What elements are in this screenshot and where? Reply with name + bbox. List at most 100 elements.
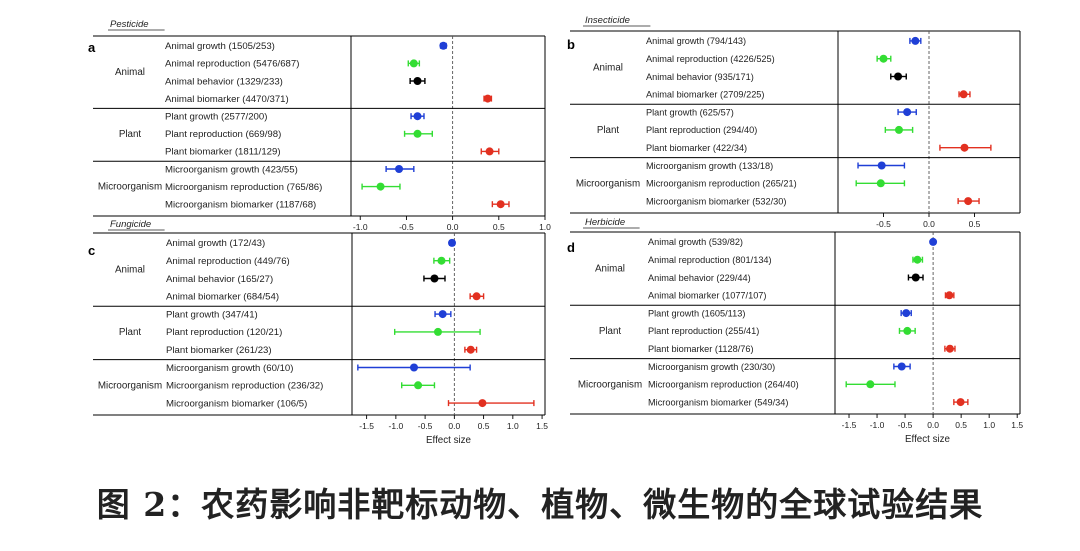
effect-point bbox=[911, 273, 920, 282]
panel-c: Fungicide c Animal growth (172/43) Animal r… bbox=[88, 219, 548, 446]
effect-point bbox=[485, 147, 494, 156]
row-label: Plant biomarker (261/23) bbox=[166, 345, 272, 356]
effect-point bbox=[395, 165, 404, 173]
row-label: Microorganism reproduction (765/86) bbox=[165, 182, 322, 193]
effect-point bbox=[437, 256, 446, 265]
forest-plot-figure: Pesticide a Animal growth (1505/253) Animal… bbox=[88, 15, 1023, 446]
effect-point bbox=[879, 54, 888, 63]
row-label: Microorganism reproduction (264/40) bbox=[648, 380, 799, 390]
x-tick-label: 0.5 bbox=[493, 222, 505, 232]
row-label: Plant growth (625/57) bbox=[646, 107, 734, 117]
row-label: Plant reproduction (669/98) bbox=[165, 129, 281, 140]
effect-point bbox=[956, 398, 965, 407]
group-label: Plant bbox=[597, 125, 620, 136]
effect-point bbox=[472, 292, 481, 301]
row-label: Microorganism reproduction (236/32) bbox=[166, 381, 323, 392]
row-label: Animal reproduction (449/76) bbox=[166, 256, 290, 267]
row-label: Plant biomarker (1811/129) bbox=[165, 147, 281, 158]
row-label: Plant reproduction (255/41) bbox=[648, 326, 759, 336]
row-label: Animal growth (794/143) bbox=[646, 36, 746, 46]
effect-point bbox=[902, 309, 911, 318]
effect-point bbox=[433, 327, 442, 336]
effect-point bbox=[413, 129, 422, 138]
panel-title: Herbicide bbox=[585, 217, 625, 228]
x-tick-label: -0.5 bbox=[898, 420, 913, 430]
group-label: Animal bbox=[115, 67, 145, 78]
group-label: Microorganism bbox=[578, 379, 642, 390]
row-label: Animal behavior (1329/233) bbox=[165, 76, 283, 87]
row-label: Microorganism growth (423/55) bbox=[165, 164, 298, 175]
row-label: Plant reproduction (294/40) bbox=[646, 125, 757, 135]
row-label: Animal growth (172/43) bbox=[166, 238, 265, 249]
row-label: Animal biomarker (1077/107) bbox=[648, 291, 766, 301]
effect-point bbox=[897, 362, 906, 371]
row-label: Microorganism biomarker (549/34) bbox=[648, 397, 788, 407]
panel-title: Insecticide bbox=[585, 15, 630, 26]
effect-point bbox=[945, 344, 954, 353]
row-label: Microorganism biomarker (532/30) bbox=[646, 196, 786, 206]
panel-title: Pesticide bbox=[110, 19, 149, 30]
row-label: Animal behavior (165/27) bbox=[166, 274, 273, 285]
row-label: Animal reproduction (5476/687) bbox=[165, 59, 299, 70]
x-tick-label: 0.0 bbox=[927, 420, 939, 430]
x-tick-label: 0.0 bbox=[923, 219, 935, 229]
row-label: Plant reproduction (120/21) bbox=[166, 327, 282, 338]
group-label: Animal bbox=[115, 265, 145, 276]
effect-point bbox=[866, 380, 875, 389]
effect-point bbox=[438, 310, 447, 319]
row-label: Microorganism growth (133/18) bbox=[646, 161, 773, 171]
panel-a: Pesticide a Animal growth (1505/253) Animal… bbox=[88, 19, 551, 232]
group-label: Microorganism bbox=[98, 380, 162, 391]
row-label: Animal biomarker (2709/225) bbox=[646, 90, 764, 100]
x-tick-label: 0.5 bbox=[969, 219, 981, 229]
x-tick-label: 0.5 bbox=[955, 420, 967, 430]
x-tick-label: 1.5 bbox=[536, 421, 548, 431]
row-label: Animal reproduction (4226/525) bbox=[646, 54, 775, 64]
x-tick-label: 0.0 bbox=[447, 222, 459, 232]
row-label: Microorganism biomarker (1187/68) bbox=[165, 200, 316, 211]
panel-letter: b bbox=[567, 37, 575, 52]
group-label: Plant bbox=[599, 326, 622, 337]
panel-letter: c bbox=[88, 243, 95, 258]
effect-point bbox=[496, 200, 505, 209]
panel-b: Insecticide b Animal growth (794/143) Anima… bbox=[567, 15, 1021, 229]
x-tick-label: 1.0 bbox=[507, 421, 519, 431]
row-label: Plant growth (347/41) bbox=[166, 309, 258, 320]
effect-point bbox=[478, 399, 487, 408]
effect-point bbox=[960, 143, 969, 152]
effect-point bbox=[964, 197, 973, 206]
x-tick-label: -1.5 bbox=[842, 420, 857, 430]
x-tick-label: 0.0 bbox=[448, 421, 460, 431]
x-tick-label: -1.0 bbox=[389, 421, 404, 431]
row-label: Plant biomarker (422/34) bbox=[646, 143, 747, 153]
row-label: Plant growth (2577/200) bbox=[165, 112, 267, 123]
effect-point bbox=[877, 161, 886, 170]
x-tick-label: -0.5 bbox=[876, 219, 891, 229]
effect-point bbox=[439, 41, 448, 50]
x-tick-label: -1.0 bbox=[870, 420, 885, 430]
row-label: Animal growth (539/82) bbox=[648, 237, 743, 247]
row-label: Microorganism growth (60/10) bbox=[166, 363, 293, 374]
effect-point bbox=[876, 179, 885, 188]
x-axis-label: Effect size bbox=[905, 434, 951, 445]
row-label: Animal reproduction (801/134) bbox=[648, 255, 772, 265]
row-label: Plant growth (1605/113) bbox=[648, 308, 745, 318]
x-tick-label: 0.5 bbox=[478, 421, 490, 431]
effect-point bbox=[448, 238, 457, 247]
group-label: Animal bbox=[593, 63, 623, 74]
row-label: Animal growth (1505/253) bbox=[165, 41, 275, 52]
effect-point bbox=[959, 90, 968, 99]
effect-point bbox=[913, 255, 922, 264]
panel-d: Herbicide d Animal growth (539/82) Animal r… bbox=[567, 217, 1023, 445]
group-label: Microorganism bbox=[98, 182, 162, 193]
panel-title: Fungicide bbox=[110, 219, 151, 230]
effect-point bbox=[409, 59, 418, 68]
effect-point bbox=[903, 326, 912, 335]
row-label: Microorganism biomarker (106/5) bbox=[166, 398, 307, 409]
effect-point bbox=[894, 72, 903, 81]
x-tick-label: -1.0 bbox=[353, 222, 368, 232]
x-tick-label: -0.5 bbox=[399, 222, 414, 232]
row-label: Animal behavior (935/171) bbox=[646, 72, 754, 82]
effect-point bbox=[413, 112, 422, 121]
figure-caption: 图 2：农药影响非靶标动物、植物、微生物的全球试验结果 bbox=[96, 485, 984, 524]
